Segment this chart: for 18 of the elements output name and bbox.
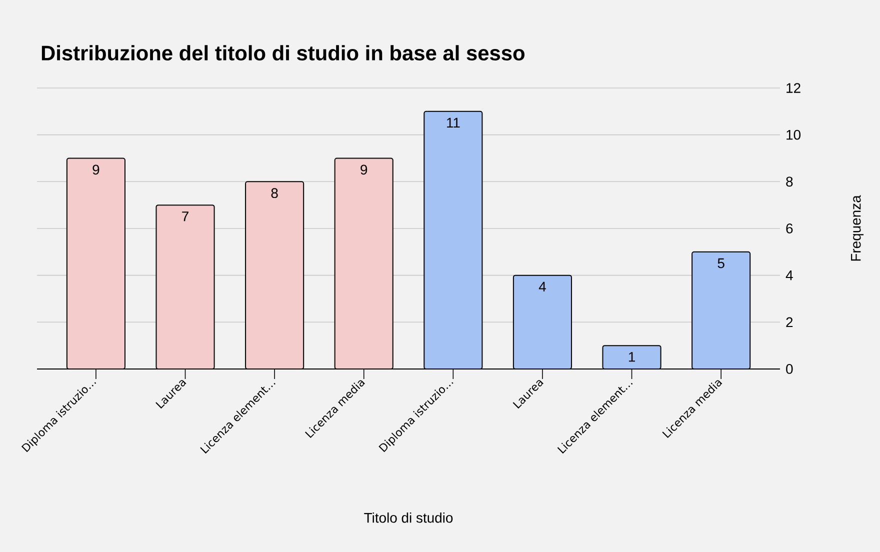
- data-label: 4: [538, 282, 546, 292]
- y-tick-label: 2: [786, 317, 793, 328]
- data-label: 7: [182, 212, 188, 222]
- y-tick-label: 6: [786, 224, 793, 234]
- data-label: 11: [446, 118, 460, 128]
- y-tick-label: 10: [786, 130, 801, 140]
- y-tick-label: 0: [786, 364, 793, 374]
- x-axis-title: Titolo di studio: [364, 512, 453, 523]
- chart-title: Distribuzione del titolo di studio in base al sesso: [42, 45, 524, 60]
- data-label: 1: [628, 352, 635, 362]
- y-tick-label: 12: [786, 83, 800, 93]
- data-label: 8: [271, 188, 278, 198]
- data-label: 5: [718, 258, 724, 268]
- y-tick-label: 8: [786, 176, 793, 187]
- y-axis-title: Frequenza: [851, 195, 864, 261]
- y-tick-label: 4: [786, 270, 793, 280]
- data-label: 9: [92, 164, 100, 175]
- data-label: 9: [360, 164, 368, 175]
